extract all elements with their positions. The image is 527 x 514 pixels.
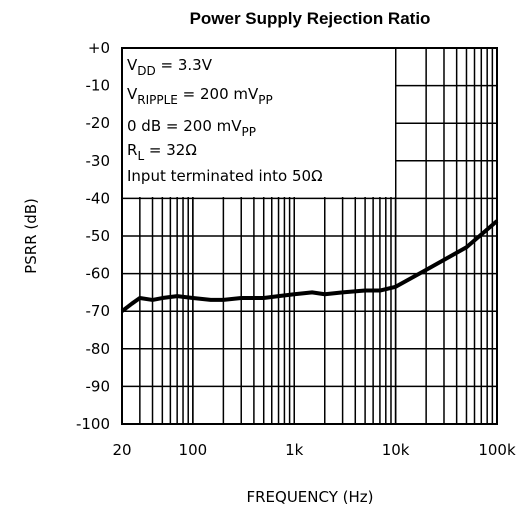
y-tick-label: -50 bbox=[86, 227, 111, 245]
x-tick-label: 100 bbox=[179, 441, 208, 459]
annotation-text: 0 dB = 200 mV bbox=[127, 117, 242, 135]
y-tick-label: -90 bbox=[86, 377, 111, 395]
annotation-text: Input terminated into 50Ω bbox=[127, 167, 323, 185]
y-tick-label: -10 bbox=[86, 77, 111, 95]
y-tick-label: +0 bbox=[88, 39, 110, 57]
x-tick-label: 20 bbox=[112, 441, 131, 459]
annotation-subscript: RIPPLE bbox=[137, 93, 178, 107]
y-tick-label: -70 bbox=[86, 302, 111, 320]
y-tick-label: -30 bbox=[86, 152, 111, 170]
annotation-text: = 3.3V bbox=[156, 56, 213, 74]
annotation-box bbox=[123, 49, 395, 197]
y-tick-label: -100 bbox=[76, 415, 110, 433]
y-axis-label: PSRR (dB) bbox=[22, 198, 40, 274]
annotation: Input terminated into 50Ω bbox=[127, 167, 323, 185]
y-tick-label: -40 bbox=[86, 189, 111, 207]
annotation-subscript: L bbox=[137, 149, 144, 163]
data-line bbox=[120, 219, 499, 313]
annotation: VRIPPLE = 200 mVPP bbox=[127, 85, 273, 107]
x-axis-label: FREQUENCY (Hz) bbox=[246, 488, 373, 506]
annotation-subscript: DD bbox=[137, 64, 155, 78]
x-tick-label: 1k bbox=[285, 441, 304, 459]
annotation-subscript: PP bbox=[258, 93, 272, 107]
x-tick-label: 10k bbox=[382, 441, 410, 459]
annotation-text: V bbox=[127, 85, 138, 103]
annotation: 0 dB = 200 mVPP bbox=[127, 117, 256, 139]
chart-title: Power Supply Rejection Ratio bbox=[190, 9, 431, 28]
y-tick-label: -60 bbox=[86, 265, 111, 283]
x-tick-label: 100k bbox=[478, 441, 516, 459]
annotation-text: V bbox=[127, 56, 138, 74]
annotation-text: R bbox=[127, 141, 137, 159]
annotation: RL = 32Ω bbox=[127, 141, 197, 163]
y-tick-label: -80 bbox=[86, 340, 111, 358]
annotation-subscript: PP bbox=[242, 125, 256, 139]
plot-frame bbox=[121, 47, 498, 425]
y-tick-label: -20 bbox=[86, 114, 111, 132]
annotation: VDD = 3.3V bbox=[127, 56, 213, 78]
annotation-text: = 32Ω bbox=[144, 141, 197, 159]
annotation-text: = 200 mV bbox=[178, 85, 259, 103]
